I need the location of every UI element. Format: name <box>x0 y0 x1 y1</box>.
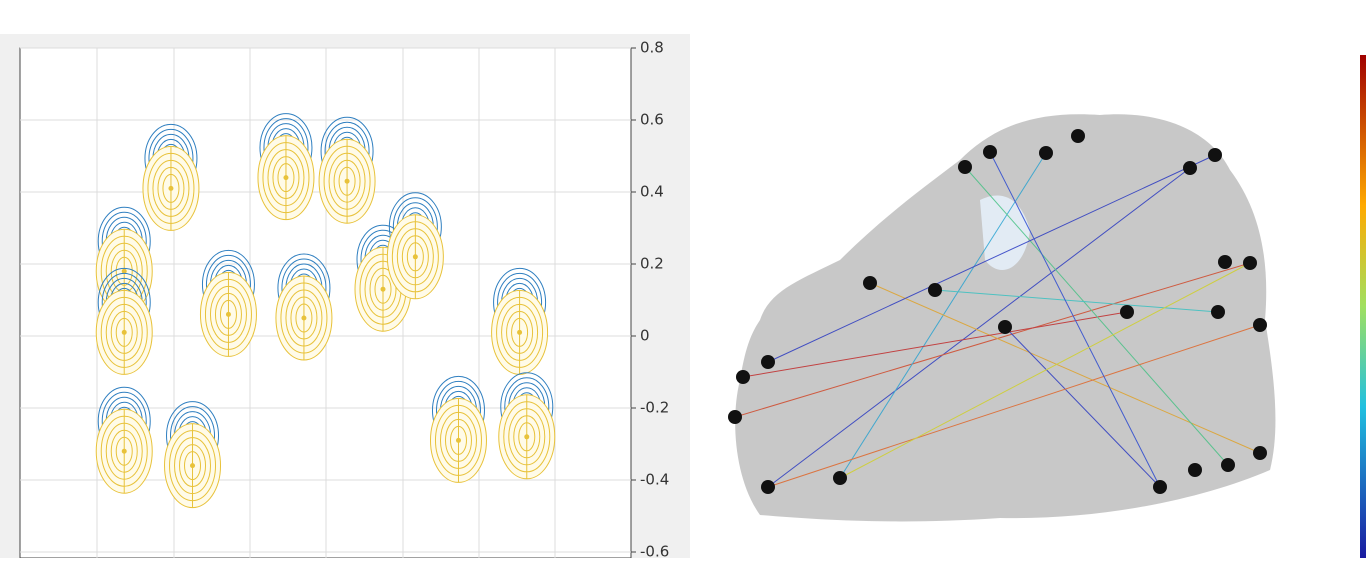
point <box>122 330 127 335</box>
y-tick-label: 0.8 <box>640 39 664 57</box>
brain-render <box>728 114 1275 521</box>
point <box>283 175 288 180</box>
point <box>168 186 173 191</box>
point <box>456 438 461 443</box>
point <box>345 179 350 184</box>
point <box>190 463 195 468</box>
point <box>122 449 127 454</box>
y-tick-label: -0.4 <box>640 471 669 489</box>
point <box>381 287 386 292</box>
colorbar <box>1360 55 1366 558</box>
point <box>301 316 306 321</box>
figure: 0.8 0.6 0.4 0.2 0 -0.2 -0.4 -0.6 <box>0 0 1366 558</box>
y-tick-label: -0.2 <box>640 399 669 417</box>
point <box>517 330 522 335</box>
y-tick-label: 0.2 <box>640 255 664 273</box>
point <box>524 434 529 439</box>
y-tick-label: 0.6 <box>640 111 664 129</box>
page: 0.80.60.40.20-0.2-0.4-0.6 (() => { const… <box>0 0 1366 558</box>
y-tick-label: 0.4 <box>640 183 664 201</box>
y-tick-label: -0.6 <box>640 543 669 559</box>
point <box>226 312 231 317</box>
point <box>413 254 418 259</box>
y-tick-label: 0 <box>640 327 650 345</box>
